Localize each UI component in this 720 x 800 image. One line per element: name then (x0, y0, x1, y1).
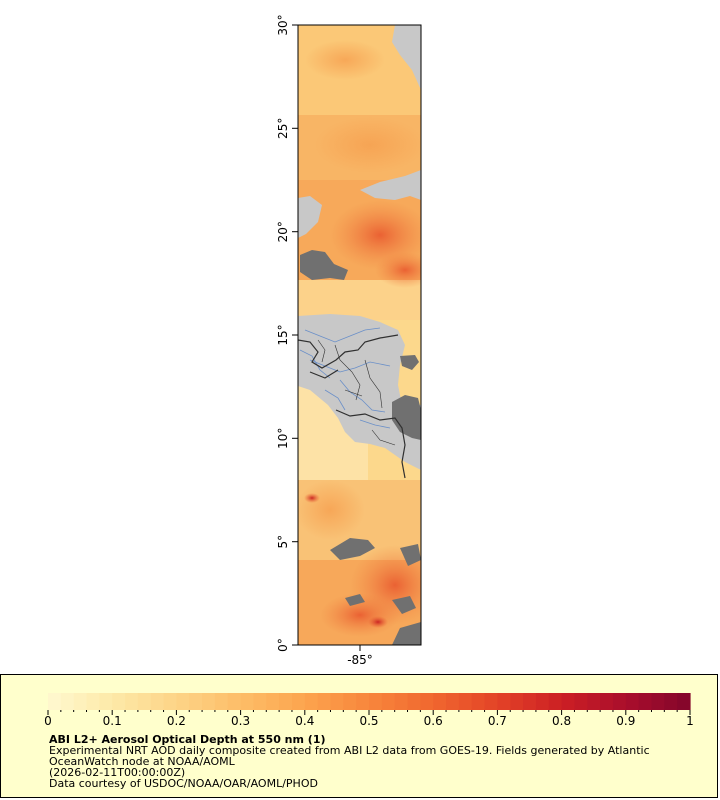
legend-credits: Data courtesy of USDOC/NOAA/OAR/AOML/PHO… (49, 777, 318, 790)
colorbar-tick-label: 0.6 (424, 714, 443, 728)
colorbar-tick-label: 0 (44, 714, 52, 728)
colorbar-swatch (523, 693, 537, 710)
colorbar-swatch (48, 693, 62, 710)
colorbar-tick-label: 0.1 (103, 714, 122, 728)
colorbar-swatch (574, 693, 588, 710)
colorbar-tick-label: 1 (686, 714, 694, 728)
colorbar-swatch (561, 693, 576, 710)
colorbar-swatch (535, 693, 550, 710)
colorbar-swatch (420, 693, 434, 710)
colorbar-swatch (112, 693, 126, 710)
colorbar-swatch (548, 693, 563, 710)
legend-description: Experimental NRT AOD daily composite cre… (49, 744, 650, 757)
colorbar-minor-ticks (47, 710, 691, 715)
colorbar-swatch (125, 693, 139, 710)
lat-tick-label: 25° (276, 118, 290, 139)
colorbar-swatch (240, 693, 255, 710)
colorbar-swatch (279, 693, 293, 710)
colorbar-swatch (189, 693, 203, 710)
colorbar-swatch (330, 693, 344, 710)
colorbar-swatch (625, 693, 640, 710)
lat-tick-label: 30° (276, 14, 290, 35)
colorbar-swatch (253, 693, 267, 710)
colorbar-swatches (48, 693, 691, 710)
rivers (299, 327, 391, 429)
colorbar-swatch (176, 693, 190, 710)
colorbar-swatch (381, 693, 396, 710)
colorbar-swatch (266, 693, 280, 710)
colorbar-swatch (317, 693, 332, 710)
colorbar-tick-label: 0.7 (488, 714, 507, 728)
colorbar-swatch (86, 693, 100, 710)
land-mass (298, 25, 421, 470)
lat-tick-label: 0° (276, 638, 290, 652)
colorbar-swatch (458, 693, 473, 710)
colorbar-swatch (369, 693, 383, 710)
colorbar-tick-label: 0.4 (295, 714, 314, 728)
legend-timestamp: (2026-02-11T00:00:00Z) (49, 766, 186, 779)
colorbar-tick-label: 0.2 (167, 714, 186, 728)
colorbar-swatch (291, 693, 306, 710)
colorbar-labels: 0 0.1 0.2 0.3 0.4 0.5 0.6 0.7 0.8 0.9 1 (44, 714, 694, 728)
colorbar-swatch (587, 693, 601, 710)
no-data-land (300, 250, 421, 645)
lat-tick-label: 10° (276, 428, 290, 449)
colorbar-swatch (343, 693, 357, 710)
colorbar-swatch (214, 693, 229, 710)
colorbar-swatch (497, 693, 511, 710)
colorbar-tick-label: 0.9 (616, 714, 635, 728)
lon-tick-label: -85° (347, 653, 373, 667)
colorbar-swatch (600, 693, 614, 710)
legend-panel: 0 0.1 0.2 0.3 0.4 0.5 0.6 0.7 0.8 0.9 1 ABI L2+ Ae… (0, 674, 718, 798)
colorbar-swatch (137, 693, 152, 710)
colorbar: 0 0.1 0.2 0.3 0.4 0.5 0.6 0.7 0.8 0.9 1 (44, 693, 694, 728)
colorbar-swatch (227, 693, 242, 710)
colorbar-tick-label: 0.8 (552, 714, 571, 728)
legend-title: ABI L2+ Aerosol Optical Depth at 550 nm … (49, 733, 326, 746)
lat-tick-label: 15° (276, 324, 290, 345)
colorbar-swatch (394, 693, 409, 710)
lat-tick-label: 20° (276, 221, 290, 242)
colorbar-swatch (510, 693, 524, 710)
colorbar-swatch (638, 693, 653, 710)
latitude-tick-marks (292, 24, 298, 646)
country-borders (298, 334, 406, 479)
aod-map-figure: 0° 5° 10° 15° 20° 25° 30° -85° (276, 14, 422, 667)
colorbar-tick-label: 0.5 (359, 714, 378, 728)
colorbar-swatch (433, 693, 447, 710)
lat-tick-label: 5° (276, 535, 290, 549)
colorbar-swatch (150, 693, 165, 710)
colorbar-swatch (163, 693, 177, 710)
colorbar-swatch (73, 693, 88, 710)
colorbar-swatch (664, 693, 678, 710)
colorbar-swatch (202, 693, 216, 710)
colorbar-swatch (446, 693, 460, 710)
colorbar-swatch (407, 693, 421, 710)
colorbar-swatch (99, 693, 113, 710)
colorbar-swatch (304, 693, 319, 710)
colorbar-swatch (356, 693, 370, 710)
colorbar-swatch (677, 693, 691, 710)
legend-description-cont: OceanWatch node at NOAA/AOML (49, 755, 235, 768)
colorbar-swatch (471, 693, 486, 710)
colorbar-swatch (651, 693, 665, 710)
colorbar-swatch (484, 693, 498, 710)
colorbar-swatch (612, 693, 627, 710)
colorbar-tick-label: 0.3 (231, 714, 250, 728)
colorbar-swatch (60, 693, 75, 710)
